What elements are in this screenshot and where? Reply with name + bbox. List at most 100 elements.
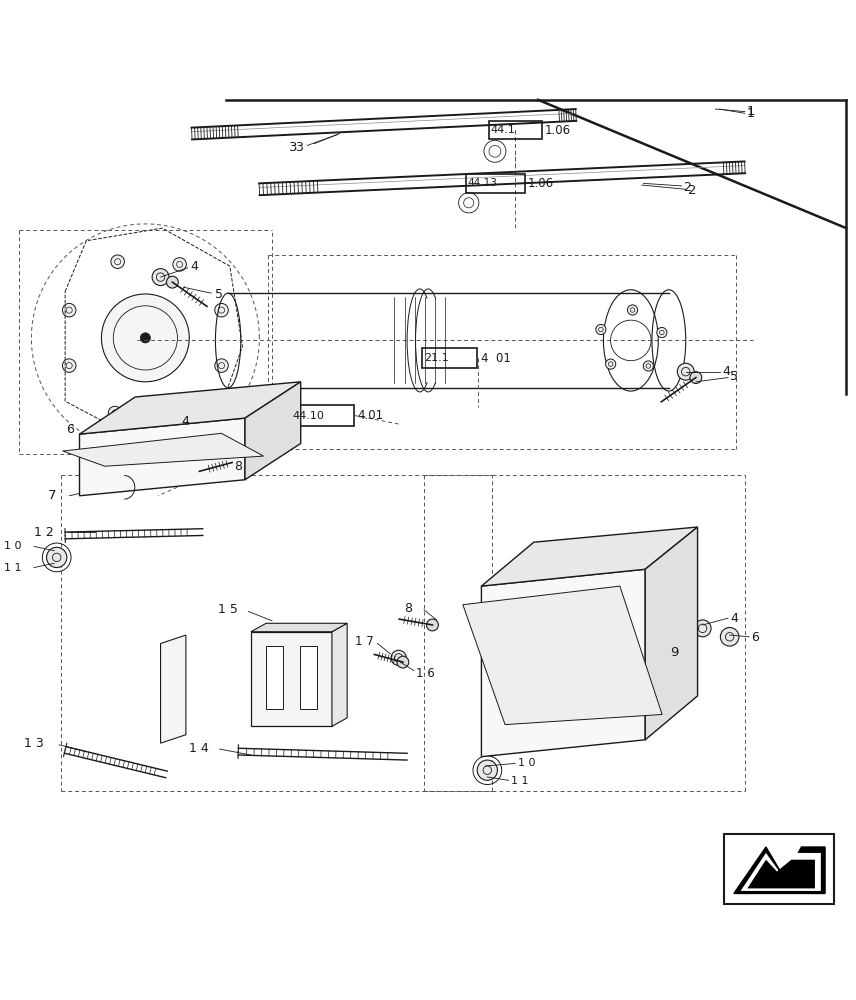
Text: 1 1: 1 1 bbox=[511, 776, 528, 786]
Bar bbox=[251, 632, 332, 726]
Text: 6: 6 bbox=[66, 423, 74, 436]
Circle shape bbox=[111, 255, 124, 268]
Text: 4  01: 4 01 bbox=[480, 352, 510, 365]
Text: 3: 3 bbox=[295, 141, 303, 154]
Text: 5: 5 bbox=[215, 288, 223, 301]
Circle shape bbox=[108, 406, 122, 420]
Circle shape bbox=[614, 710, 626, 722]
Polygon shape bbox=[80, 382, 300, 434]
Text: 1 3: 1 3 bbox=[24, 737, 44, 750]
Polygon shape bbox=[481, 569, 645, 757]
Circle shape bbox=[166, 276, 178, 288]
Circle shape bbox=[494, 601, 506, 613]
Text: 4: 4 bbox=[190, 260, 198, 273]
Circle shape bbox=[62, 359, 76, 372]
Circle shape bbox=[186, 445, 198, 457]
Text: 6: 6 bbox=[752, 631, 759, 644]
Circle shape bbox=[391, 650, 407, 665]
Circle shape bbox=[657, 327, 667, 338]
Circle shape bbox=[95, 471, 106, 483]
Text: 1 0: 1 0 bbox=[3, 541, 21, 551]
Text: 1 0: 1 0 bbox=[518, 758, 535, 768]
Circle shape bbox=[173, 405, 187, 418]
Text: 44.1: 44.1 bbox=[490, 125, 515, 135]
Circle shape bbox=[677, 363, 694, 380]
Circle shape bbox=[173, 258, 187, 271]
Text: 1.06: 1.06 bbox=[528, 177, 554, 190]
Text: 1 5: 1 5 bbox=[218, 603, 238, 616]
Polygon shape bbox=[251, 623, 348, 632]
Polygon shape bbox=[80, 418, 245, 496]
Circle shape bbox=[591, 601, 603, 613]
Circle shape bbox=[95, 457, 106, 468]
Polygon shape bbox=[747, 860, 815, 888]
Bar bbox=[290, 405, 354, 426]
Circle shape bbox=[614, 582, 626, 594]
Circle shape bbox=[397, 656, 409, 668]
Text: 4: 4 bbox=[181, 415, 189, 428]
Circle shape bbox=[605, 359, 615, 369]
Circle shape bbox=[216, 454, 227, 465]
Polygon shape bbox=[645, 527, 698, 740]
Circle shape bbox=[62, 303, 76, 317]
Text: 21.1: 21.1 bbox=[424, 353, 449, 363]
Text: 1 4: 1 4 bbox=[189, 742, 209, 755]
Circle shape bbox=[215, 359, 229, 372]
Circle shape bbox=[591, 660, 603, 671]
Polygon shape bbox=[161, 635, 186, 743]
Circle shape bbox=[627, 305, 638, 315]
Polygon shape bbox=[481, 527, 698, 586]
Text: 1: 1 bbox=[746, 105, 755, 118]
Polygon shape bbox=[62, 433, 264, 466]
Text: 4.01: 4.01 bbox=[357, 409, 383, 422]
Circle shape bbox=[152, 269, 169, 286]
Text: 1 2: 1 2 bbox=[34, 526, 54, 539]
Text: 44.10: 44.10 bbox=[292, 411, 324, 421]
Circle shape bbox=[494, 730, 506, 741]
Circle shape bbox=[215, 303, 229, 317]
Circle shape bbox=[140, 333, 151, 343]
Circle shape bbox=[95, 447, 106, 459]
Text: 4: 4 bbox=[730, 612, 739, 625]
Polygon shape bbox=[245, 382, 300, 480]
Text: 3: 3 bbox=[288, 141, 297, 154]
Bar bbox=[422, 348, 477, 368]
Polygon shape bbox=[332, 623, 348, 726]
Text: 5: 5 bbox=[730, 370, 739, 383]
Polygon shape bbox=[740, 853, 821, 891]
Circle shape bbox=[614, 570, 626, 582]
Circle shape bbox=[596, 324, 606, 335]
Text: 1: 1 bbox=[746, 107, 754, 120]
Text: 1.06: 1.06 bbox=[544, 124, 571, 137]
Circle shape bbox=[109, 425, 128, 443]
Polygon shape bbox=[734, 847, 825, 893]
Text: 8: 8 bbox=[404, 602, 413, 615]
Circle shape bbox=[216, 427, 227, 439]
Text: 1 6: 1 6 bbox=[415, 667, 434, 680]
Circle shape bbox=[721, 627, 739, 646]
Circle shape bbox=[46, 547, 67, 568]
Bar bbox=[489, 121, 542, 139]
Text: 1 1: 1 1 bbox=[3, 563, 21, 573]
Circle shape bbox=[643, 361, 653, 371]
Text: 1 7: 1 7 bbox=[354, 635, 373, 648]
Bar bbox=[723, 834, 834, 904]
Text: 2: 2 bbox=[683, 181, 691, 194]
Circle shape bbox=[477, 760, 497, 780]
Circle shape bbox=[694, 620, 711, 637]
Text: 8: 8 bbox=[234, 460, 242, 473]
Circle shape bbox=[591, 727, 603, 739]
Circle shape bbox=[147, 419, 164, 436]
Text: 2: 2 bbox=[688, 184, 697, 197]
Circle shape bbox=[186, 470, 198, 481]
Text: 4: 4 bbox=[722, 365, 730, 378]
Polygon shape bbox=[463, 586, 662, 725]
Text: 9: 9 bbox=[670, 646, 679, 659]
Text: 44.13: 44.13 bbox=[468, 178, 498, 188]
Text: 7: 7 bbox=[48, 489, 56, 502]
Circle shape bbox=[193, 465, 205, 477]
Circle shape bbox=[216, 420, 227, 432]
Circle shape bbox=[186, 455, 198, 467]
Circle shape bbox=[494, 661, 506, 673]
Circle shape bbox=[690, 372, 702, 383]
